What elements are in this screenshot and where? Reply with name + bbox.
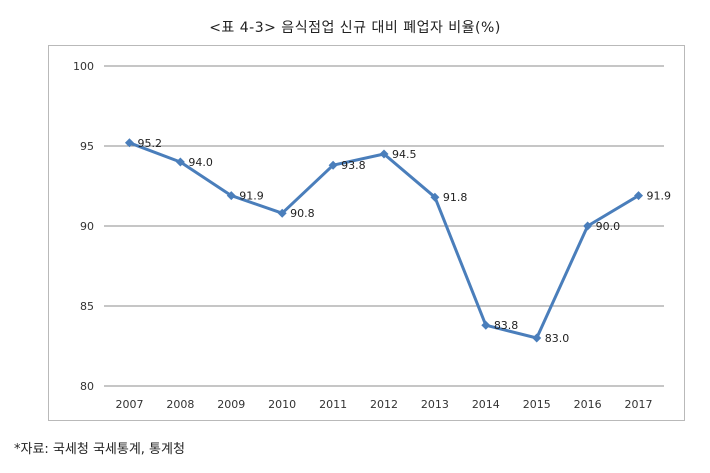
line-chart: 80 85 90 95 100 2007 2008 2009 2010 2011 2012 2013… — [73, 60, 671, 411]
data-labels: 95.2 94.0 91.9 90.8 93.8 94.5 91.8 83.8 83.0 90.0… — [137, 137, 671, 345]
data-point — [226, 191, 236, 201]
data-label: 94.5 — [392, 148, 417, 161]
y-tick-label: 100 — [73, 60, 94, 73]
data-label: 91.9 — [647, 190, 672, 203]
gridlines — [104, 65, 664, 387]
y-tick-label: 85 — [80, 300, 94, 313]
data-label: 95.2 — [137, 137, 162, 150]
x-tick-label: 2009 — [217, 398, 245, 411]
x-tick-label: 2012 — [370, 398, 398, 411]
data-point — [583, 221, 593, 231]
data-label: 83.8 — [494, 319, 519, 332]
y-tick-label: 95 — [80, 140, 94, 153]
data-label: 93.8 — [341, 159, 366, 172]
x-tick-label: 2015 — [523, 398, 551, 411]
y-tick-label: 80 — [80, 380, 94, 393]
data-label: 91.9 — [239, 190, 263, 203]
data-label: 90.0 — [596, 220, 621, 233]
x-tick-label: 2014 — [472, 398, 500, 411]
x-tick-label: 2011 — [319, 398, 347, 411]
data-point — [532, 333, 542, 343]
chart-title: <표 4-3> 음식점업 신규 대비 폐업자 비율(%) — [209, 20, 501, 36]
x-tick-label: 2010 — [268, 398, 296, 411]
x-axis-ticks: 2007 2008 2009 2010 2011 2012 2013 2014 2015 2016… — [115, 398, 652, 411]
x-tick-label: 2008 — [166, 398, 194, 411]
data-point — [124, 138, 134, 148]
data-point — [175, 157, 185, 167]
series-markers — [124, 138, 644, 343]
data-point — [328, 160, 338, 170]
data-point — [481, 320, 491, 330]
x-tick-label: 2013 — [421, 398, 449, 411]
data-point — [634, 191, 644, 201]
source-note: *자료: 국세청 국세통계, 통계청 — [14, 442, 185, 457]
data-point — [430, 192, 440, 202]
data-label: 91.8 — [443, 191, 468, 204]
chart-area: 80 85 90 95 100 2007 2008 2009 2010 2011 2012 2013… — [48, 45, 685, 421]
series-line — [128, 141, 640, 340]
data-label: 90.8 — [290, 207, 315, 220]
data-point — [277, 208, 287, 218]
series-line-path — [128, 141, 640, 340]
data-point — [379, 149, 389, 159]
data-label: 83.0 — [545, 332, 570, 345]
x-tick-label: 2017 — [625, 398, 653, 411]
y-axis-ticks: 80 85 90 95 100 — [73, 60, 94, 393]
x-tick-label: 2007 — [115, 398, 143, 411]
y-tick-label: 90 — [80, 220, 94, 233]
data-label: 94.0 — [188, 156, 213, 169]
x-tick-label: 2016 — [574, 398, 602, 411]
